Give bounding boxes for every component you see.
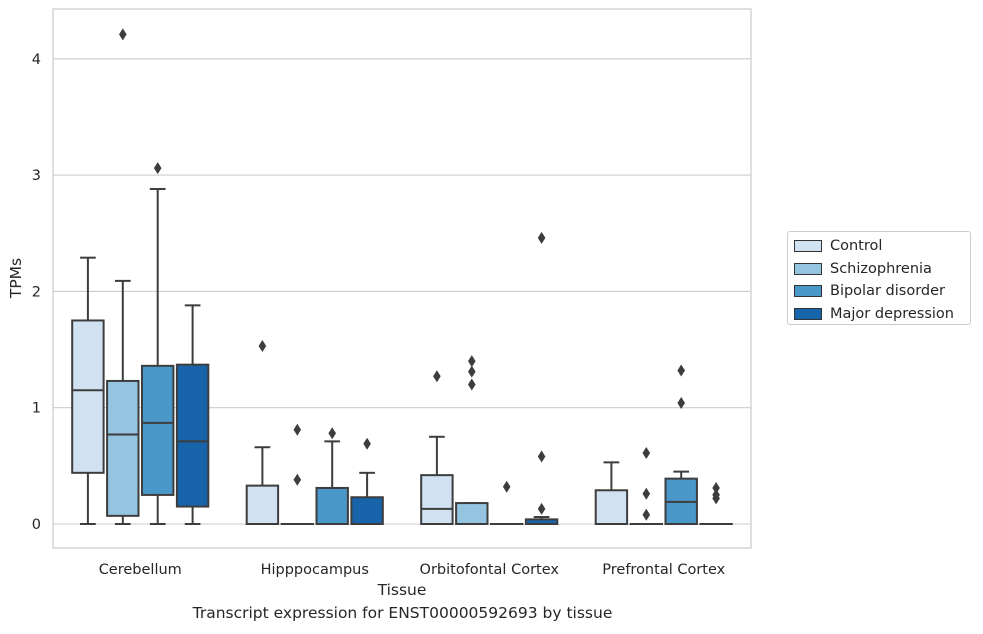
box-iqr	[594, 489, 629, 526]
outlier-point	[468, 365, 476, 378]
legend-label: Bipolar disorder	[830, 283, 945, 299]
box-iqr	[71, 319, 105, 474]
y-tick-label: 2	[32, 284, 41, 300]
legend-item: Control	[794, 237, 882, 255]
outlier-point	[468, 378, 476, 391]
box-iqr	[245, 484, 280, 526]
x-axis-label: Tissue	[377, 581, 427, 599]
y-tick-label: 1	[32, 401, 41, 417]
box-3-3	[699, 481, 733, 526]
outlier-point	[537, 502, 546, 515]
outlier-point	[712, 492, 720, 505]
outlier-point	[712, 481, 720, 494]
box-0-1	[245, 340, 280, 526]
x-tick-label: Hipppocampus	[261, 562, 369, 578]
outlier-point	[258, 340, 267, 353]
plot-area-frame	[52, 8, 752, 549]
box-3-0	[175, 304, 210, 525]
box-0-0	[71, 256, 105, 525]
box-3-2	[524, 231, 559, 526]
legend-label: Control	[830, 238, 883, 254]
legend-swatch	[794, 262, 822, 275]
legend-item: Major depression	[794, 305, 954, 323]
outlier-point	[328, 427, 336, 440]
y-axis-ticks: 0 1 2 3 4	[32, 52, 41, 533]
outlier-point	[153, 162, 162, 175]
legend-label: Schizophrenia	[830, 260, 932, 277]
outlier-point	[293, 473, 302, 486]
outlier-point	[642, 487, 651, 500]
box-2-2	[489, 480, 524, 526]
box-iqr	[106, 379, 140, 517]
y-axis-label: TPMs	[7, 258, 25, 299]
outlier-point	[363, 437, 371, 450]
outlier-point	[642, 447, 651, 460]
box-1-0	[106, 28, 140, 525]
outlier-point	[433, 370, 441, 383]
box-iqr	[455, 502, 489, 526]
box-3-1	[350, 437, 384, 526]
legend-item: Bipolar disorder	[794, 282, 945, 300]
legend: Control Schizophrenia Bipolar disorder Majo…	[787, 231, 971, 325]
box-0-3	[594, 461, 629, 526]
box-iqr	[315, 486, 349, 525]
outlier-point	[537, 231, 546, 244]
legend-swatch	[794, 240, 822, 252]
box-1-1	[280, 423, 315, 526]
legend-swatch	[794, 285, 822, 297]
outlier-point	[677, 364, 685, 377]
legend-item: Schizophrenia	[794, 260, 932, 278]
box-iqr	[175, 363, 210, 508]
x-tick-label: Prefrontal Cortex	[602, 562, 725, 578]
box-2-0	[140, 162, 175, 525]
x-tick-label: Cerebellum	[99, 562, 182, 578]
outlier-point	[119, 28, 127, 41]
y-tick-label: 3	[32, 168, 41, 184]
box-iqr	[140, 364, 175, 496]
outlier-point	[537, 450, 546, 463]
outlier-point	[293, 423, 302, 436]
box-iqr	[420, 474, 454, 525]
box-2-1	[315, 427, 349, 525]
outlier-point	[642, 508, 651, 521]
legend-label: Major depression	[830, 305, 954, 322]
box-0-2	[420, 370, 454, 525]
legend-swatch	[794, 307, 822, 320]
x-axis-ticks: Cerebellum Hipppocampus Orbitofontal Corte…	[99, 562, 726, 578]
outlier-point	[677, 397, 685, 410]
y-tick-label: 4	[32, 52, 41, 68]
figure-caption: Transcript expression for ENST0000059269…	[192, 604, 613, 622]
y-tick-label: 0	[32, 517, 41, 533]
outlier-point	[502, 480, 511, 493]
x-tick-label: Orbitofontal Cortex	[420, 562, 560, 578]
box-plot-series	[71, 28, 733, 526]
box-iqr	[350, 496, 384, 526]
box-1-2	[455, 355, 489, 526]
outlier-point	[468, 355, 476, 368]
box-2-3	[664, 364, 698, 526]
box-1-3	[629, 447, 664, 526]
